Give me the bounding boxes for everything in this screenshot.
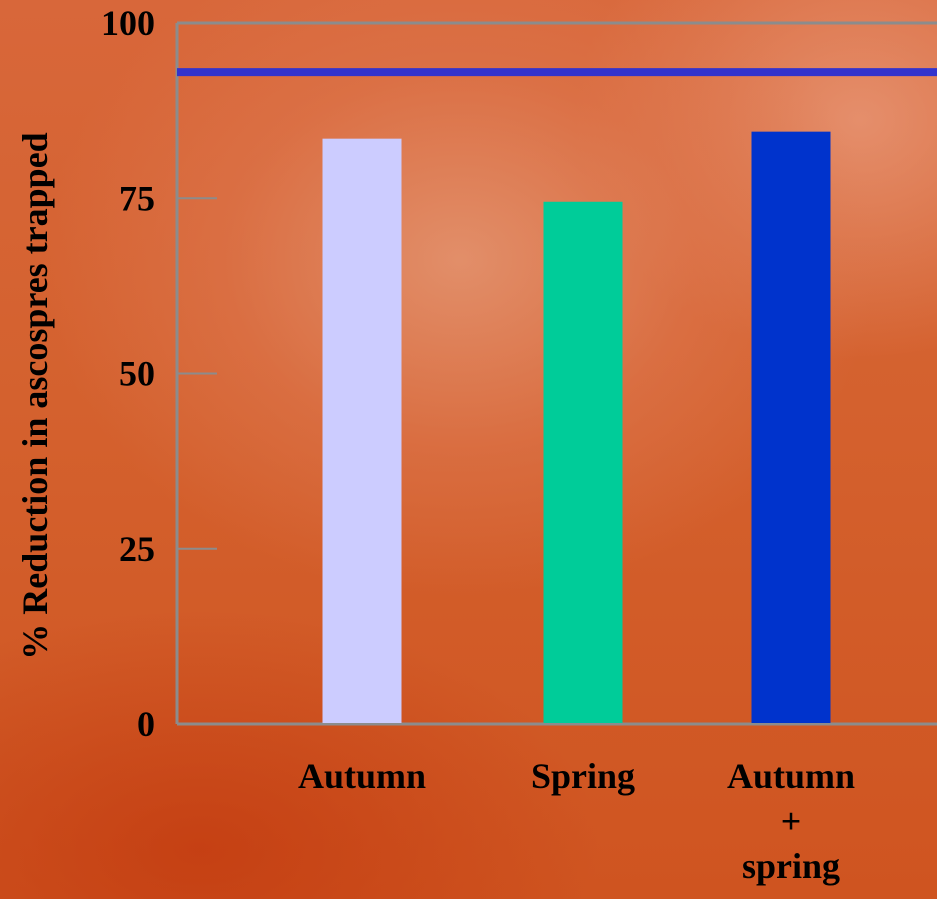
y-axis-title: % Reduction in ascospres trapped bbox=[15, 132, 55, 659]
y-axis-ticks: 0 25 50 75 100 bbox=[101, 3, 217, 744]
bar bbox=[751, 131, 831, 723]
y-tick-label: 25 bbox=[119, 529, 155, 569]
y-tick-label: 0 bbox=[137, 704, 155, 744]
x-tick-label: Spring bbox=[531, 756, 635, 796]
y-tick-label: 75 bbox=[119, 178, 155, 218]
bars bbox=[322, 131, 831, 724]
x-axis-labels: Autumn Spring Autumn + spring bbox=[298, 756, 855, 886]
y-tick-label: 50 bbox=[119, 354, 155, 394]
bar bbox=[322, 138, 402, 724]
x-tick-label: Autumn + spring bbox=[727, 756, 855, 886]
x-tick-label: Autumn bbox=[298, 756, 426, 796]
bar bbox=[543, 201, 623, 723]
y-tick-label: 100 bbox=[101, 3, 155, 43]
